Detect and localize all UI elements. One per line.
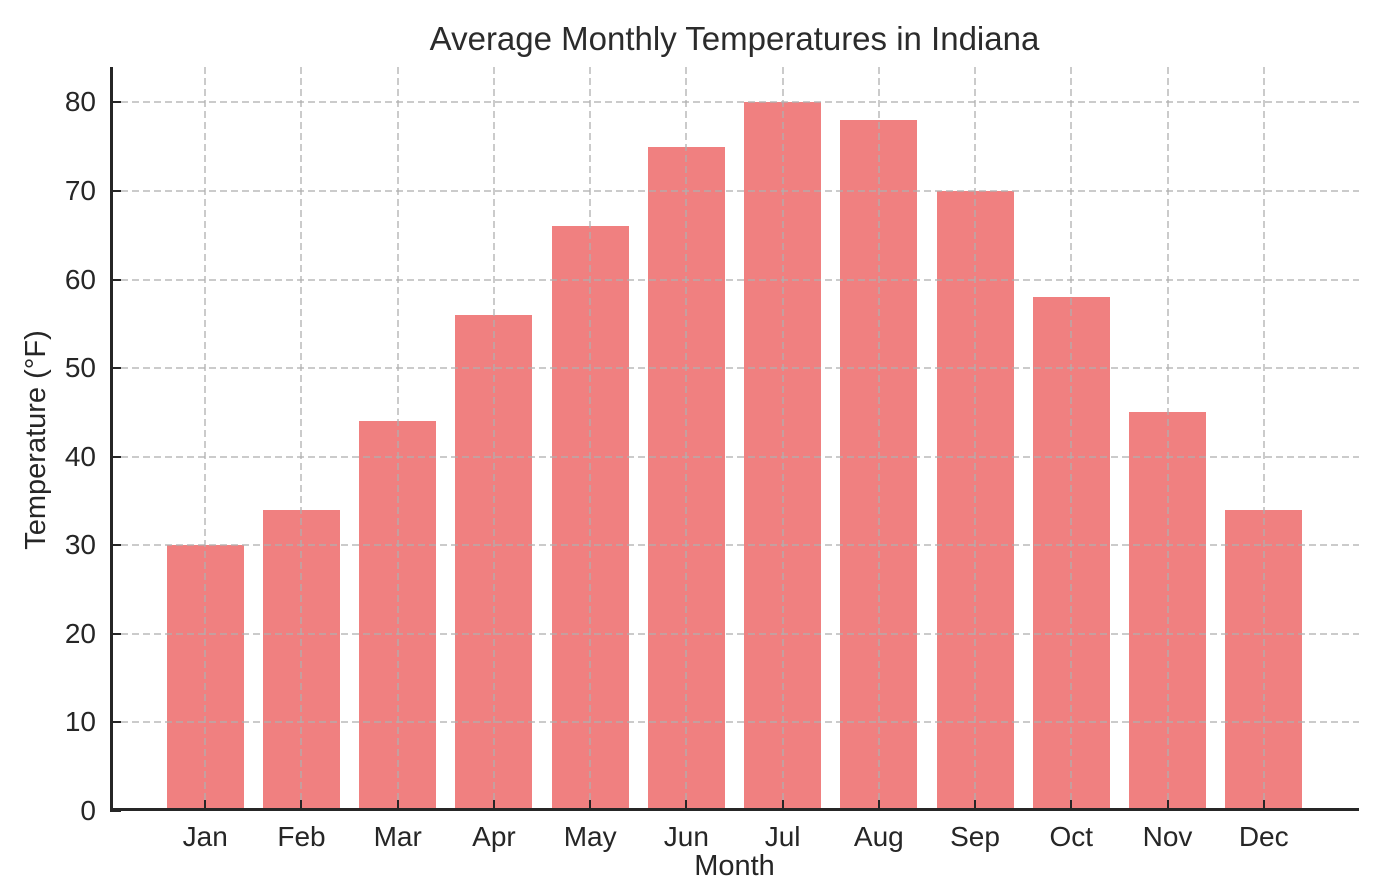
y-axis-spine	[110, 67, 113, 811]
y-tick-mark	[110, 101, 121, 104]
x-tick-mark	[974, 800, 977, 811]
x-tick-mark	[492, 800, 495, 811]
v-gridline	[396, 67, 399, 811]
x-tick-label: Jul	[764, 821, 801, 852]
x-tick-mark	[877, 800, 880, 811]
v-gridline	[685, 67, 688, 811]
x-tick-label: May	[563, 821, 617, 852]
x-tick-label: Nov	[1142, 821, 1193, 852]
x-tick-mark	[1262, 800, 1265, 811]
y-tick-label: 0	[80, 795, 96, 826]
x-axis-spine	[110, 808, 1359, 811]
x-tick-mark	[396, 800, 399, 811]
x-tick-mark	[204, 800, 207, 811]
h-gridline	[110, 544, 1359, 547]
y-tick-mark	[110, 278, 121, 281]
y-tick-label: 80	[64, 86, 96, 118]
x-tick-mark	[1166, 800, 1169, 811]
h-gridline	[110, 721, 1359, 724]
chart-title: Average Monthly Temperatures in Indiana	[429, 20, 1040, 57]
x-tick-mark	[589, 800, 592, 811]
y-tick-mark	[110, 367, 121, 370]
y-tick-label: 70	[64, 175, 96, 206]
v-gridline	[1070, 67, 1073, 811]
y-tick-mark	[110, 544, 121, 547]
y-tick-mark	[110, 190, 121, 192]
x-tick-label: Jun	[663, 821, 709, 852]
v-gridline	[781, 67, 784, 811]
v-gridline	[300, 67, 303, 811]
h-gridline	[110, 101, 1359, 104]
x-tick-label: Aug	[853, 821, 904, 852]
v-gridline	[204, 67, 207, 811]
h-gridline	[110, 632, 1359, 635]
v-gridline	[492, 67, 495, 811]
y-tick-label: 30	[64, 529, 96, 561]
h-gridline	[110, 455, 1359, 458]
h-gridline	[110, 278, 1359, 281]
h-gridline	[110, 190, 1359, 192]
y-tick-label: 40	[64, 440, 96, 472]
v-gridline	[1262, 67, 1265, 811]
x-tick-label: Sep	[950, 821, 1000, 852]
y-tick-mark	[110, 632, 121, 635]
y-tick-label: 50	[64, 352, 96, 384]
y-tick-mark	[110, 721, 121, 724]
x-tick-label: Feb	[277, 821, 326, 852]
x-tick-label: Dec	[1238, 821, 1289, 852]
x-tick-mark	[1070, 800, 1073, 811]
plot-area	[110, 67, 1359, 812]
y-tick-label: 60	[64, 263, 96, 295]
x-tick-mark	[781, 800, 784, 811]
x-tick-label: Jan	[182, 821, 228, 852]
v-gridline	[1166, 67, 1169, 811]
v-gridline	[877, 67, 880, 811]
y-tick-mark	[110, 455, 121, 458]
x-tick-label: Oct	[1049, 821, 1094, 852]
y-tick-label: 20	[64, 617, 96, 649]
x-axis-label: Month	[694, 850, 775, 882]
y-tick-mark	[110, 810, 121, 812]
x-tick-mark	[300, 800, 303, 811]
x-tick-label: Mar	[373, 821, 422, 852]
x-tick-mark	[685, 800, 688, 811]
y-tick-label: 10	[64, 706, 96, 738]
h-gridline	[110, 367, 1359, 370]
v-gridline	[974, 67, 977, 811]
v-gridline	[589, 67, 592, 811]
x-tick-label: Apr	[472, 821, 516, 852]
